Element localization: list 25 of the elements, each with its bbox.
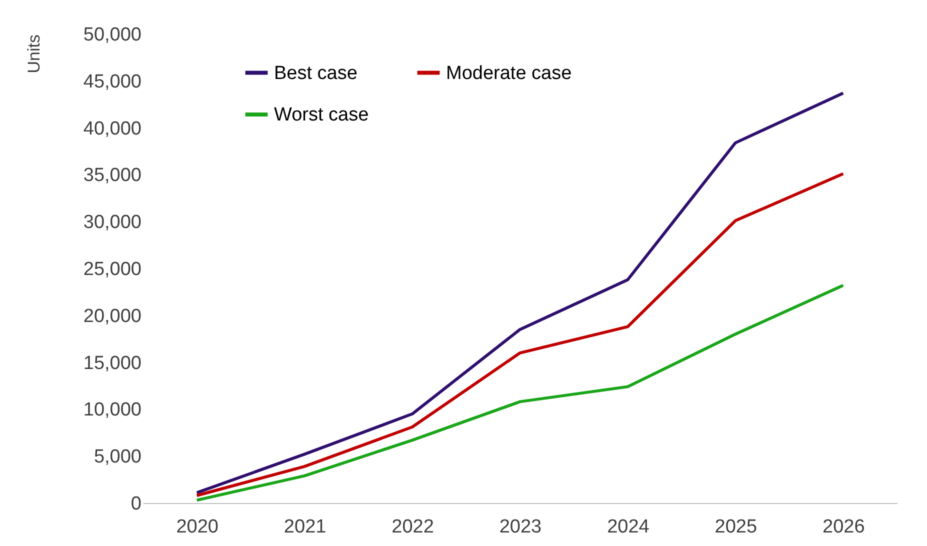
legend-label: Moderate case — [446, 62, 572, 84]
x-tick-label: 2023 — [499, 516, 542, 538]
y-tick-label: 50,000 — [83, 24, 142, 46]
line-series — [195, 284, 845, 502]
legend-label: Best case — [274, 62, 358, 84]
x-tick-label: 2024 — [607, 516, 650, 538]
y-tick-label: 45,000 — [83, 71, 142, 92]
legend-label: Worst case — [274, 104, 369, 126]
y-tick-label: 10,000 — [83, 400, 142, 421]
y-tick-label: 20,000 — [83, 306, 142, 327]
y-tick-label: 35,000 — [83, 165, 142, 186]
x-tick-label: 2020 — [176, 516, 218, 538]
x-tick-label: 2025 — [714, 516, 758, 538]
y-tick-label: 15,000 — [83, 352, 142, 374]
y-tick-label: 0 — [130, 494, 142, 514]
x-tick-label: 2022 — [392, 516, 434, 538]
y-tick-label: 40,000 — [83, 118, 142, 140]
line-series — [195, 172, 845, 497]
y-axis-title: Units — [24, 34, 44, 74]
line-series — [195, 92, 845, 494]
y-tick-label: 5,000 — [94, 446, 142, 468]
y-tick-label: 30,000 — [83, 212, 142, 234]
y-tick-label: 25,000 — [83, 259, 142, 280]
x-tick-label: 2026 — [822, 516, 865, 538]
x-tick-label: 2021 — [284, 516, 326, 538]
